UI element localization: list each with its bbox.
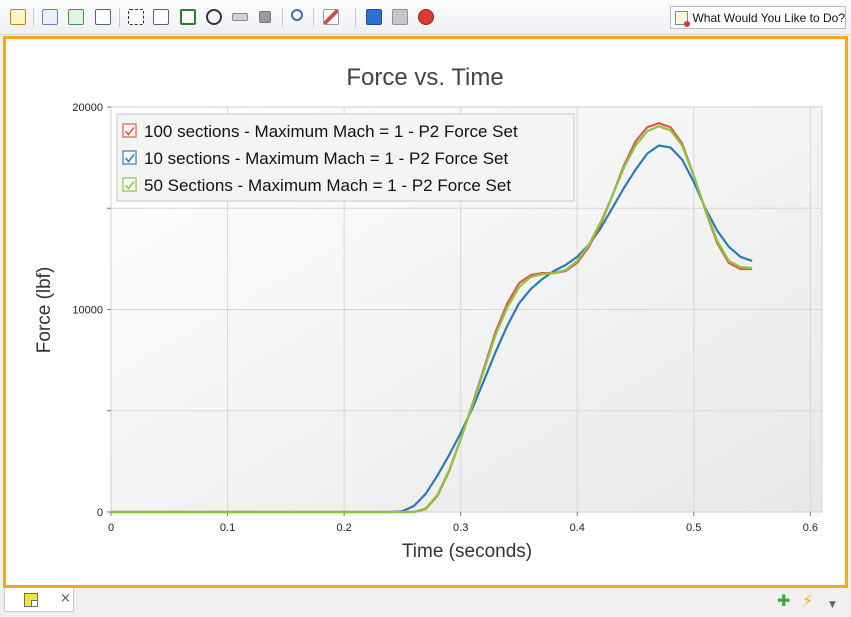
series-lines <box>111 122 753 514</box>
legend-checkbox[interactable] <box>122 177 137 192</box>
y-tick-label: 0 <box>97 507 103 519</box>
add-icon[interactable]: ✚ <box>777 591 791 610</box>
bottom-tab-strip: × ✚ ⚡ ▼ <box>0 588 851 617</box>
document-tab[interactable]: × <box>4 588 74 612</box>
y-axis-label: Force (lbf) <box>34 267 55 354</box>
toolbar: What Would You Like to Do? <box>0 0 851 35</box>
legend-label: 10 sections - Maximum Mach = 1 - P2 Forc… <box>144 149 508 168</box>
x-tick-label: 0.4 <box>570 522 585 534</box>
legend-label: 50 Sections - Maximum Mach = 1 - P2 Forc… <box>144 176 511 195</box>
legend-entry-0[interactable]: 100 sections - Maximum Mach = 1 - P2 For… <box>122 122 518 141</box>
what-would-you-like-label: What Would You Like to Do? <box>692 10 845 25</box>
pen-icon[interactable] <box>323 9 339 25</box>
crosshair-icon[interactable] <box>206 9 222 25</box>
legend-icon[interactable] <box>153 9 169 25</box>
zoom-icon[interactable] <box>291 9 303 21</box>
chart-title: Force vs. Time <box>346 64 503 91</box>
legend-check-icon <box>124 127 135 136</box>
legend[interactable]: 100 sections - Maximum Mach = 1 - P2 For… <box>116 113 575 202</box>
chart-frame: 0 0.1 0.2 0.3 0.4 0.5 0.6 0 10000 20000 100 secti… <box>3 36 848 588</box>
warning-icon[interactable] <box>418 9 434 25</box>
checkbox-icon[interactable] <box>180 9 196 25</box>
close-tab-icon[interactable]: × <box>60 591 71 606</box>
toolbar-separator <box>119 8 120 27</box>
x-tick-label: 0.5 <box>686 522 701 534</box>
legend-check-icon <box>124 154 135 163</box>
legend-check-icon <box>124 181 135 190</box>
toolbar-separator <box>282 8 283 27</box>
series-line-2 <box>111 125 753 514</box>
graph-document-icon <box>24 593 38 607</box>
y-tick-label: 20000 <box>72 102 103 114</box>
series-line-1 <box>111 144 753 514</box>
legend-label: 100 sections - Maximum Mach = 1 - P2 For… <box>144 122 518 141</box>
tools-icon[interactable] <box>392 9 408 25</box>
refresh-icon[interactable] <box>68 9 84 25</box>
x-tick-label: 0.6 <box>803 522 818 534</box>
x-tick-label: 0.2 <box>336 522 351 534</box>
legend-entry-2[interactable]: 50 Sections - Maximum Mach = 1 - P2 Forc… <box>122 176 511 195</box>
help-search-icon <box>675 10 691 27</box>
table-icon[interactable] <box>95 9 111 25</box>
text-title-icon[interactable] <box>128 9 144 25</box>
stop-icon[interactable] <box>259 11 271 23</box>
toolbar-separator <box>355 8 356 27</box>
toolbar-separator <box>313 8 314 27</box>
x-tick-label: 0.1 <box>220 522 235 534</box>
axes: 0 0.1 0.2 0.3 0.4 0.5 0.6 0 10000 20000 <box>72 102 818 534</box>
edit-icon[interactable] <box>10 9 26 25</box>
legend-box <box>116 113 575 202</box>
force-vs-time-chart: 0 0.1 0.2 0.3 0.4 0.5 0.6 0 10000 20000 100 secti… <box>34 64 823 562</box>
lightning-icon[interactable]: ⚡ <box>802 591 814 610</box>
legend-entry-1[interactable]: 10 sections - Maximum Mach = 1 - P2 Forc… <box>122 149 508 168</box>
legend-checkbox[interactable] <box>122 150 137 165</box>
y-tick-label: 10000 <box>72 305 103 317</box>
x-axis-label: Time (seconds) <box>402 541 532 562</box>
what-would-you-like-to-do-box[interactable]: What Would You Like to Do? <box>670 6 846 29</box>
toolbar-separator <box>33 8 34 27</box>
range-icon[interactable] <box>232 13 248 21</box>
legend-checkbox[interactable] <box>122 123 137 138</box>
x-tick-label: 0 <box>108 522 114 534</box>
copy-icon[interactable] <box>42 9 58 25</box>
add-icon[interactable] <box>366 9 382 25</box>
x-tick-label: 0.3 <box>453 522 468 534</box>
chevron-down-icon[interactable]: ▼ <box>829 600 836 610</box>
